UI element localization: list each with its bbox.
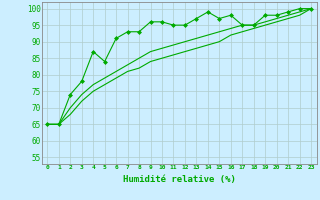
X-axis label: Humidité relative (%): Humidité relative (%) — [123, 175, 236, 184]
